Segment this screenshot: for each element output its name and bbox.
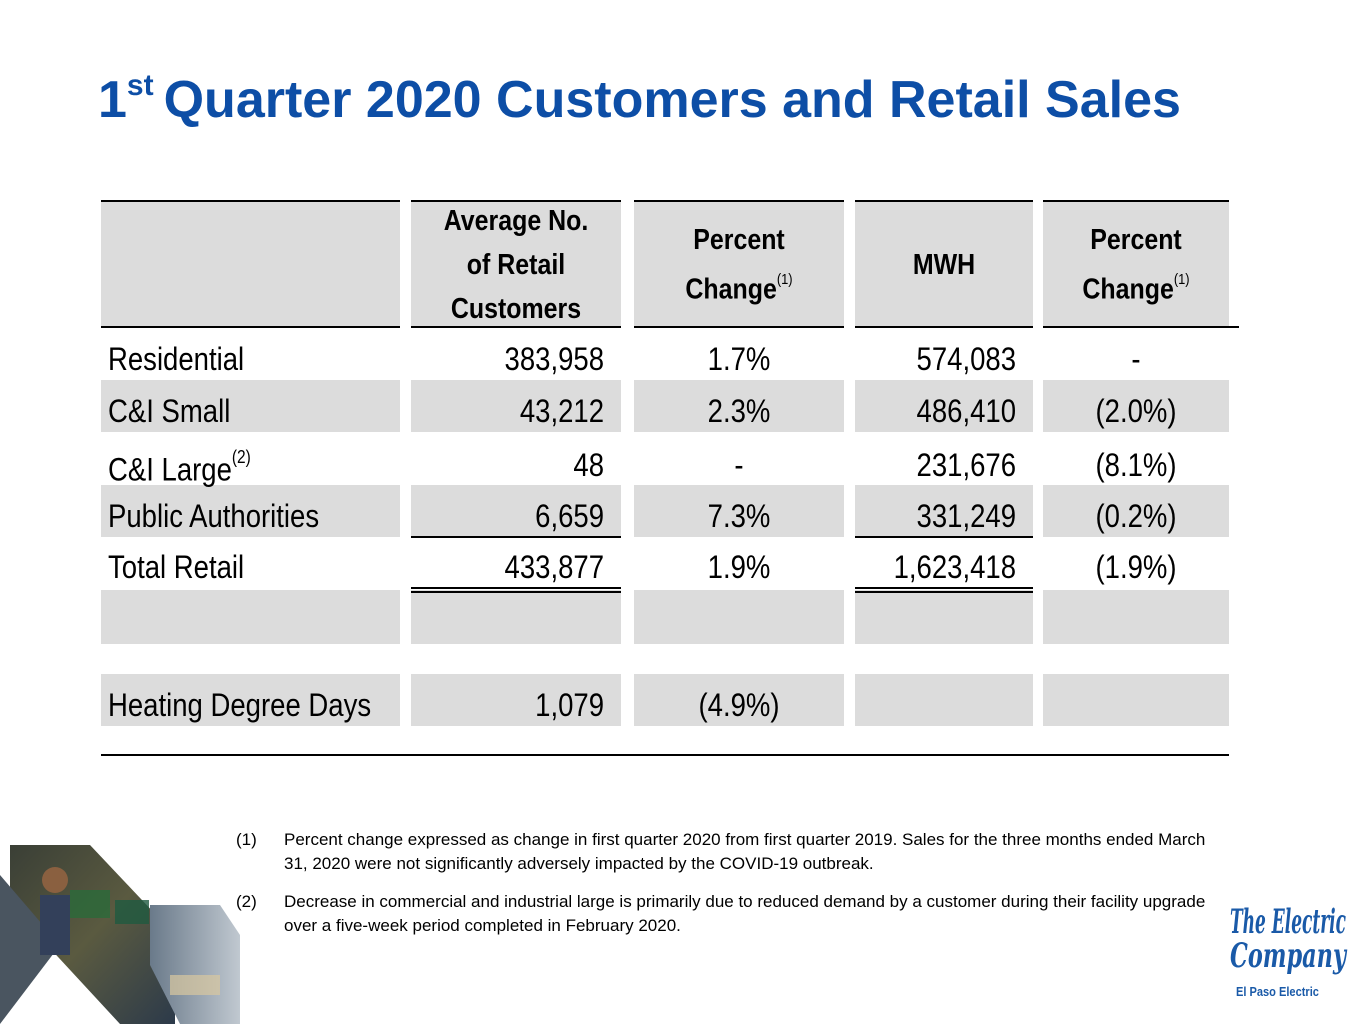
row-band [101, 485, 400, 537]
row-band [855, 590, 1033, 644]
cell-pct-mwh: (2.0%) [1095, 393, 1177, 429]
header-top-rule [411, 200, 621, 202]
cell-pct-mwh: - [1131, 341, 1141, 377]
header-band-mwh [855, 202, 1033, 327]
total-double-rule [855, 587, 1033, 593]
footnote-text: Decrease in commercial and industrial la… [284, 892, 1206, 935]
header-band-customers [411, 202, 621, 327]
footnote-text: Percent change expressed as change in fi… [284, 830, 1206, 873]
cell-pct-mwh: (1.9%) [1095, 549, 1177, 585]
sales-table: Average No. of Retail Customers Percent Cha… [101, 200, 1239, 756]
footnote-marker: (1) [236, 830, 257, 849]
row-band [1043, 674, 1229, 726]
row-band [101, 590, 400, 644]
footnotes: (1) Percent change expressed as change i… [236, 828, 1206, 952]
electric-company-logo: The Electric Company [1230, 902, 1347, 976]
header-top-rule [855, 200, 1033, 202]
header-mwh: MWH [912, 248, 976, 281]
row-label: C&I Large(2) [108, 447, 251, 488]
row-band [101, 380, 400, 432]
row-band [855, 380, 1033, 432]
subtotal-rule [855, 536, 1033, 538]
header-band-label [101, 202, 400, 327]
row-band [411, 380, 621, 432]
row-label: Total Retail [108, 549, 245, 585]
svg-text:The Electric: The Electric [1230, 902, 1346, 942]
total-double-rule [411, 587, 621, 593]
footnote: (1) Percent change expressed as change i… [236, 828, 1206, 876]
cell-mwh: 331,249 [916, 498, 1016, 534]
header-top-rule [1043, 200, 1229, 202]
hdd-label: Heating Degree Days [108, 687, 372, 723]
header-bottom-rule [855, 326, 1033, 328]
operator-photo-graphic [0, 845, 240, 1024]
cell-pct-mwh: (8.1%) [1095, 447, 1177, 483]
cell-customers: 6,659 [535, 498, 604, 534]
header-pct-change-customers: Percent Change(1) [685, 223, 793, 306]
header-bottom-rule [634, 326, 844, 328]
header-bottom-rule [101, 326, 400, 328]
header-pct-change-mwh: Percent Change(1) [1082, 223, 1190, 306]
svg-text:Company: Company [1230, 936, 1347, 976]
title-superscript: st [126, 68, 154, 102]
header-band-pct1 [634, 202, 844, 327]
cell-pct-customers: 1.7% [707, 341, 771, 377]
row-band [855, 485, 1033, 537]
hdd-pct-change: (4.9%) [698, 687, 780, 723]
row-band [634, 485, 844, 537]
row-label: C&I Small [108, 393, 231, 429]
row-band [101, 674, 400, 726]
header-bottom-rule [1043, 326, 1239, 328]
row-label: Residential [108, 341, 245, 377]
cell-mwh: 574,083 [916, 341, 1016, 377]
table-bottom-rule [101, 754, 1229, 756]
footnote-marker: (2) [236, 892, 257, 911]
footnote: (2) Decrease in commercial and industria… [236, 890, 1206, 938]
row-band [1043, 485, 1229, 537]
page-title: 1st Quarter 2020 Customers and Retail Sal… [98, 68, 1181, 129]
cell-customers: 383,958 [504, 341, 604, 377]
row-band [1043, 590, 1229, 644]
row-band [1043, 380, 1229, 432]
cell-pct-customers: 7.3% [707, 498, 771, 534]
footnote-marker: (2) [231, 447, 251, 467]
header-top-rule [634, 200, 844, 202]
cell-pct-mwh: (0.2%) [1095, 498, 1177, 534]
cell-mwh: 1,623,418 [893, 549, 1016, 585]
header-bottom-rule [411, 326, 621, 328]
header-top-rule [101, 200, 400, 202]
row-band [634, 590, 844, 644]
cell-mwh: 486,410 [916, 393, 1016, 429]
hdd-value: 1,079 [535, 687, 604, 723]
cell-mwh: 231,676 [916, 447, 1016, 483]
row-label: Public Authorities [108, 498, 320, 534]
cell-customers: 43,212 [519, 393, 604, 429]
row-band [411, 485, 621, 537]
row-band [634, 380, 844, 432]
row-band [411, 674, 621, 726]
cell-customers: 433,877 [504, 549, 604, 585]
cell-pct-customers: 1.9% [707, 549, 771, 585]
row-band [411, 590, 621, 644]
cell-pct-customers: 2.3% [707, 393, 771, 429]
cell-customers: 48 [573, 447, 604, 483]
cell-pct-customers: - [734, 447, 744, 483]
header-customers: Average No. of Retail Customers [443, 204, 589, 325]
subtotal-rule [411, 536, 621, 538]
row-band [634, 674, 844, 726]
logo-caption: El Paso Electric [1236, 984, 1319, 999]
row-band [855, 674, 1033, 726]
header-band-pct2 [1043, 202, 1229, 327]
